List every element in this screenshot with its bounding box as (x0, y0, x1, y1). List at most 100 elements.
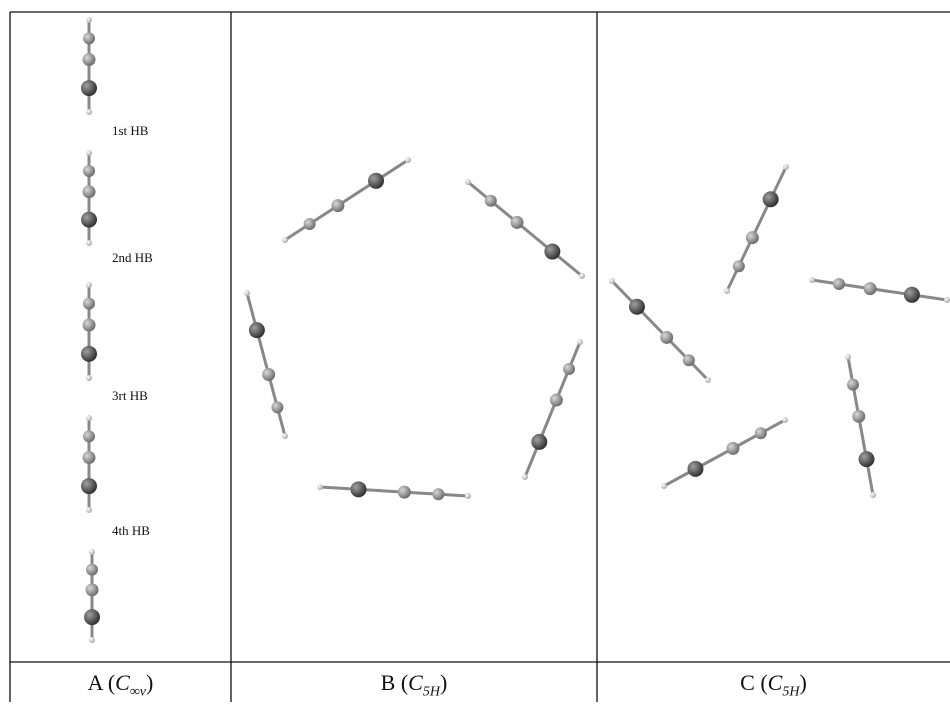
atom (84, 609, 100, 625)
caption-symbol: C (115, 670, 130, 695)
atom (398, 486, 411, 499)
atom (845, 354, 851, 360)
atom (86, 109, 92, 115)
atom (904, 287, 920, 303)
atom (405, 157, 411, 163)
frame (10, 12, 950, 702)
hb-label: 4th HB (112, 523, 150, 538)
atom (661, 483, 667, 489)
atom (282, 237, 288, 243)
atom (465, 179, 471, 185)
atom (271, 401, 283, 413)
atom (485, 195, 497, 207)
atom (282, 433, 288, 439)
atom (86, 375, 92, 381)
atom (81, 346, 97, 362)
atom (847, 379, 859, 391)
atom (531, 434, 547, 450)
atom (86, 17, 92, 23)
caption-letter: C ( (740, 670, 768, 695)
caption-letter: B ( (381, 670, 409, 695)
atom (83, 318, 96, 331)
caption-symbol: C (768, 670, 783, 695)
atom (852, 410, 865, 423)
atom (579, 273, 585, 279)
atom (733, 260, 745, 272)
caption-close: ) (146, 670, 153, 695)
atom (465, 493, 471, 499)
atom (86, 415, 92, 421)
atom (683, 354, 695, 366)
caption-letter: A ( (88, 670, 116, 695)
atom (86, 282, 92, 288)
atom (511, 216, 524, 229)
atom (705, 377, 711, 383)
atom (609, 278, 615, 284)
atom (833, 278, 845, 290)
bond (525, 342, 580, 477)
atom (660, 331, 673, 344)
atom (83, 451, 96, 464)
atom (746, 231, 759, 244)
atom (724, 288, 730, 294)
atom (81, 80, 97, 96)
atom (763, 191, 779, 207)
caption-symbol: C (408, 670, 423, 695)
bond (812, 280, 947, 300)
caption: B (C5H) (231, 664, 597, 702)
molecules (81, 17, 950, 643)
diagram: 1st HB 2nd HB 3rt HB 4th HB (0, 0, 950, 702)
atom (83, 430, 95, 442)
atom (83, 32, 95, 44)
atom (544, 244, 560, 260)
atom (563, 363, 575, 375)
atom (262, 368, 275, 381)
bond (848, 357, 873, 495)
atom (317, 484, 323, 490)
caption: A (C∞v) (10, 664, 231, 702)
atom (83, 298, 95, 310)
atom (89, 637, 95, 643)
atom (432, 488, 444, 500)
atom (83, 185, 96, 198)
atom (550, 394, 563, 407)
hb-label: 3rt HB (112, 388, 148, 403)
bond (727, 167, 786, 291)
atom (629, 299, 645, 315)
bond (285, 160, 408, 240)
bond (468, 182, 582, 276)
caption-subscript: ∞v (130, 684, 146, 699)
hb-label: 1st HB (112, 123, 149, 138)
figure: 1st HB 2nd HB 3rt HB 4th HB A (C∞v) B (C… (0, 0, 950, 702)
atom (809, 277, 815, 283)
atom (86, 507, 92, 513)
atom (86, 583, 99, 596)
bond (247, 293, 285, 436)
atom (244, 290, 250, 296)
caption-close: ) (440, 670, 447, 695)
atom (522, 474, 528, 480)
bond (664, 420, 785, 486)
atom (350, 481, 366, 497)
caption-subscript: 5H (423, 684, 440, 699)
atom (89, 549, 95, 555)
atom (249, 322, 265, 338)
bond (612, 281, 708, 380)
atom (687, 461, 703, 477)
atom (81, 478, 97, 494)
caption: C (C5H) (597, 664, 950, 702)
atom (577, 339, 583, 345)
atom (86, 150, 92, 156)
atom (368, 173, 384, 189)
atom (859, 451, 875, 467)
atom (864, 282, 877, 295)
atom (870, 492, 876, 498)
atom (86, 240, 92, 246)
atom (726, 442, 739, 455)
bond (320, 487, 468, 496)
atom (331, 199, 344, 212)
atom (86, 564, 98, 576)
atom (83, 53, 96, 66)
atom (944, 297, 950, 303)
caption-close: ) (799, 670, 806, 695)
